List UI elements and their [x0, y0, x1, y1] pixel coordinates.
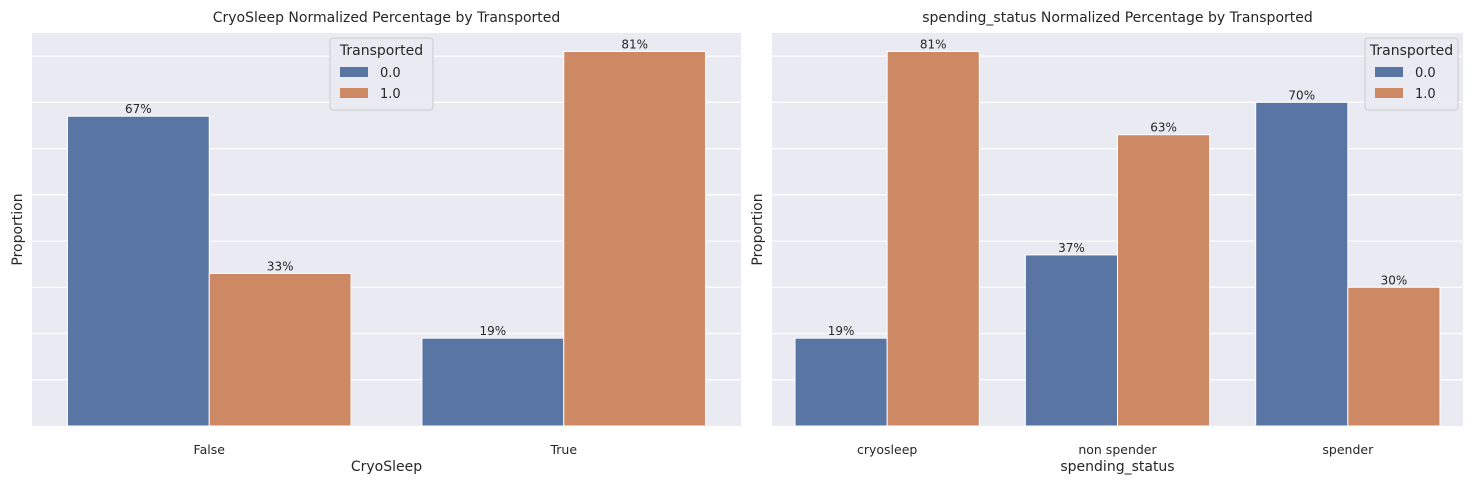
data-label: 19%: [480, 324, 507, 338]
x-tick-label: True: [549, 442, 577, 457]
bar-spender-series-0: [1255, 101, 1349, 427]
y-axis-label-cryosleep: Proportion: [10, 193, 26, 265]
bar-non-spender-series-1: [1117, 134, 1211, 427]
legend-label-1: 1.0: [380, 87, 401, 102]
data-label: 67%: [125, 102, 152, 116]
bar-cryosleep-series-0: [794, 337, 888, 427]
bar-true-series-1: [563, 50, 707, 427]
x-tick-label: spender: [1322, 442, 1374, 457]
data-label: 37%: [1058, 241, 1085, 255]
chart-cryosleep: 67% 33% 19% 81% False True CryoSleep Normali…: [10, 10, 741, 475]
y-axis-label-spending-status: Proportion: [750, 193, 766, 265]
data-label: 81%: [920, 37, 947, 51]
legend-label-1: 1.0: [1415, 87, 1436, 102]
bar-non-spender-series-0: [1024, 254, 1119, 427]
legend-swatch-1: [340, 88, 368, 98]
bar-cryosleep-series-1: [886, 50, 980, 427]
data-label: 70%: [1288, 88, 1315, 102]
legend-swatch-0: [340, 67, 368, 77]
x-axis-label-spending-status: spending_status: [1060, 459, 1174, 475]
data-label: 33%: [267, 259, 294, 273]
data-label: 63%: [1150, 121, 1177, 135]
legend-label-0: 0.0: [1415, 66, 1436, 81]
bar-false-series-0: [66, 115, 210, 427]
legend-title: Transported: [1369, 43, 1453, 59]
chart-title-spending-status: spending_status Normalized Percentage by…: [922, 10, 1313, 26]
data-label: 19%: [828, 324, 855, 338]
chart-title-cryosleep: CryoSleep Normalized Percentage by Trans…: [213, 10, 561, 26]
x-tick-label: non spender: [1078, 442, 1157, 457]
legend-title: Transported: [339, 43, 423, 59]
bar-true-series-0: [421, 337, 565, 427]
legend-swatch-0: [1375, 67, 1403, 77]
legend-cryosleep: Transported 0.0 1.0: [329, 37, 434, 111]
legend-label-0: 0.0: [380, 66, 401, 81]
legend-spending-status: Transported 0.0 1.0: [1364, 37, 1459, 111]
x-tick-label: False: [194, 442, 226, 457]
x-axis-label-cryosleep: CryoSleep: [351, 459, 422, 475]
bar-false-series-1: [208, 272, 352, 427]
data-label: 30%: [1381, 273, 1408, 287]
data-label: 81%: [621, 37, 648, 51]
x-tick-label: cryosleep: [857, 442, 917, 457]
legend-swatch-1: [1375, 88, 1403, 98]
bar-spender-series-1: [1347, 286, 1441, 427]
chart-spending-status: 19% 81% 37% 63% 70% 30% cryosleep non spender s…: [750, 10, 1463, 475]
